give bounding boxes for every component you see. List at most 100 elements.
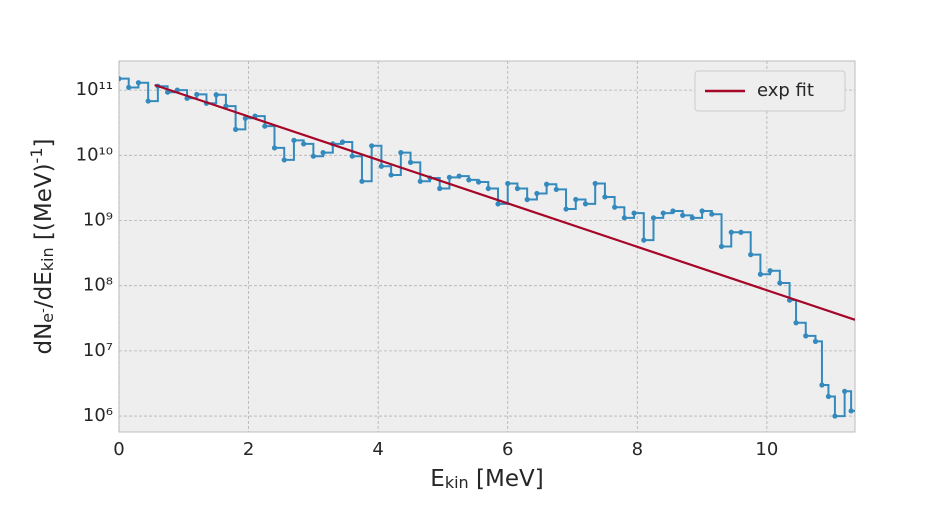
data-point [271,145,278,151]
label-part: dN [31,323,57,355]
data-point [485,185,491,192]
label-part: -1 [27,147,46,163]
data-point [812,338,819,344]
data-point [388,172,394,178]
y-axis-label: dNe-/dEkin [(MeV)-1] [27,138,56,354]
y-tick-label: 10¹⁰ [76,144,113,165]
data-point [670,208,676,214]
x-axis-label: Ekin [MeV] [430,466,543,492]
y-tick-label: 10⁶ [83,405,113,426]
label-part: e [38,313,57,323]
data-point [495,201,501,207]
data-point [612,204,618,210]
data-point [641,237,647,243]
data-point [407,159,414,165]
x-tick-label: 8 [632,439,643,460]
data-point [819,382,825,388]
data-point [119,76,122,82]
data-point [544,181,550,187]
data-point [709,211,715,217]
data-point [718,243,725,250]
x-tick-label: 4 [372,439,383,460]
data-point [291,137,297,143]
x-tick-label: 6 [502,439,513,460]
data-point [650,215,657,221]
data-point [524,196,530,203]
series-line [119,77,855,418]
data-point [320,150,326,156]
data-point [194,91,200,98]
data-point [242,115,248,121]
data-point [592,180,598,187]
legend [694,70,846,112]
data-point [339,139,346,145]
data-point [825,393,832,400]
label-part: kin [445,473,469,492]
data-point [398,150,404,156]
y-tick-label: 10¹¹ [76,79,113,100]
data-point [553,186,559,193]
data-point [233,126,239,132]
data-point [475,179,482,185]
data-point [135,80,142,86]
data-point [699,208,705,214]
data-point [777,280,783,286]
label-part: E [430,466,445,492]
data-point [621,215,627,221]
data-point [378,163,384,169]
data-point [534,190,540,197]
data-point [369,143,375,149]
data-point [301,141,307,147]
data-point [456,173,462,179]
data-point [563,206,569,212]
legend-label: exp fit [757,80,814,101]
data-point [748,252,754,258]
data-point [505,180,511,187]
y-tick-label: 10⁸ [83,275,113,296]
x-tick-label: 10 [755,439,778,460]
data-point [582,201,589,207]
data-point [514,185,521,192]
data-point [660,210,666,216]
label-part: kin [38,247,57,271]
data-point [446,174,453,180]
data-point [145,98,151,104]
plot-area [118,60,856,433]
data-point [848,408,854,414]
data-point [728,229,734,235]
data-point [281,157,287,163]
y-tick-label: 10⁹ [83,210,113,231]
data-point [466,177,472,183]
data-point [437,185,443,192]
data-point [213,92,219,98]
data-point [793,320,799,326]
data-point [631,210,637,216]
data-point [417,178,423,184]
label-part: /dE [31,271,57,308]
data-point [680,212,686,218]
data-point [349,153,355,159]
label-part: ] [31,138,57,147]
data-point [262,123,268,129]
series-group [119,76,855,419]
y-tick-label: 10⁷ [83,340,113,361]
data-point [573,196,579,203]
label-part: [(MeV) [31,163,57,247]
data-point [359,178,365,184]
data-point [767,268,773,274]
data-point [842,388,848,394]
data-point [803,333,809,339]
data-point [126,84,132,91]
data-point [310,153,316,159]
data-point [689,215,695,221]
data-point [602,194,608,200]
label-part: [MeV] [469,466,544,492]
series-line [154,83,855,321]
data-point [832,413,838,419]
x-tick-label: 2 [243,439,254,460]
data-point [757,271,764,277]
x-tick-label: 0 [113,439,124,460]
label-part: - [36,308,51,313]
data-point [738,229,744,235]
